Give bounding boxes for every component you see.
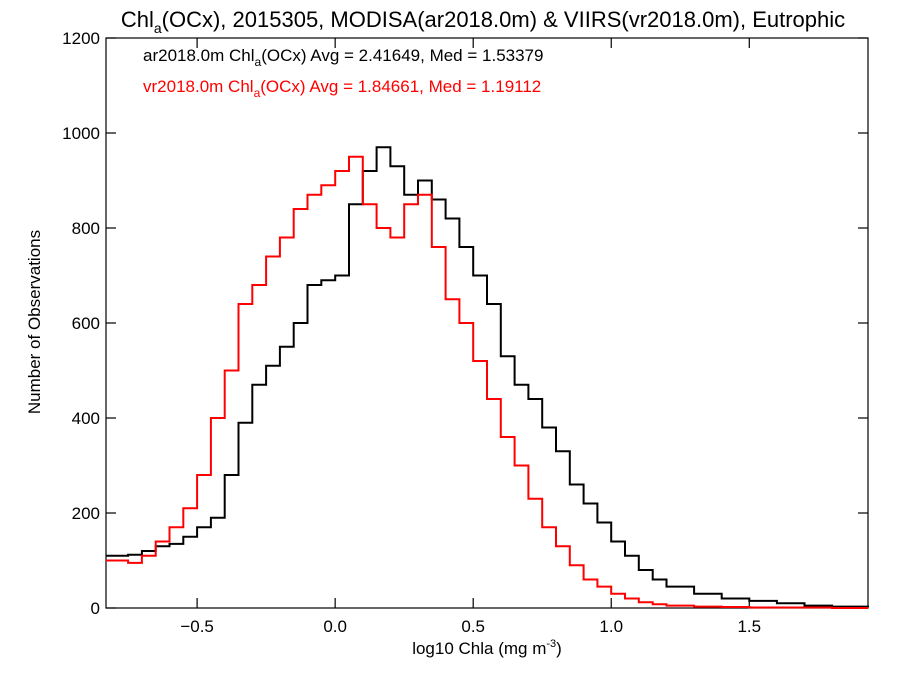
legend-entry-viirs-post: (OCx) Avg = 1.84661, Med = 1.19112 (260, 77, 541, 96)
legend-entry-modisa-post: (OCx) Avg = 2.41649, Med = 1.53379 (261, 46, 543, 65)
x-axis-label-text: log10 Chla (mg m (412, 639, 546, 658)
legend-entry-modisa: ar2018.0m Chla(OCx) Avg = 2.41649, Med =… (143, 46, 543, 69)
y-axis-label: Number of Observations (25, 230, 44, 414)
legend-entry-viirs-pre: vr2018.0m Chl (143, 77, 254, 96)
legend-entry-modisa-sub: a (255, 55, 262, 69)
x-axis-label: log10 Chla (mg m-3) (412, 638, 562, 658)
legend: ar2018.0m Chla(OCx) Avg = 2.41649, Med =… (143, 46, 543, 100)
y-tick-label: 1000 (62, 124, 100, 143)
y-axis-ticks: 0 200 400 600 800 1000 1200 (62, 29, 868, 618)
series-layer (106, 146, 869, 609)
legend-entry-modisa-pre: ar2018.0m Chl (143, 46, 255, 65)
series-line-viirs (106, 155, 868, 609)
y-tick-label: 0 (91, 599, 100, 618)
x-tick-label: −0.5 (180, 617, 214, 636)
chart-title-subscript: a (154, 20, 162, 36)
legend-entry-viirs: vr2018.0m Chla(OCx) Avg = 1.84661, Med =… (143, 77, 541, 100)
x-axis-ticks: −0.5 0.0 0.5 1.0 1.5 (180, 38, 761, 636)
x-tick-label: 0.5 (461, 617, 485, 636)
legend-entry-viirs-sub: a (254, 86, 261, 100)
x-axis-label-close: ) (556, 639, 562, 658)
plot-frame (105, 37, 869, 609)
x-tick-label: 1.0 (599, 617, 623, 636)
x-tick-label: 0.0 (323, 617, 347, 636)
y-tick-label: 600 (72, 314, 100, 333)
series-line-modisa (106, 146, 869, 608)
chart-title: Chla(OCx), 2015305, MODISA(ar2018.0m) & … (121, 7, 845, 36)
y-tick-label: 1200 (62, 29, 100, 48)
chart-title-prefix: Chl (121, 7, 154, 32)
y-tick-label: 800 (72, 219, 100, 238)
chart-title-suffix: (OCx), 2015305, MODISA(ar2018.0m) & VIIR… (162, 7, 845, 32)
y-tick-label: 200 (72, 504, 100, 523)
x-tick-label: 1.5 (737, 617, 761, 636)
y-tick-label: 400 (72, 409, 100, 428)
x-axis-label-superscript: -3 (546, 638, 556, 650)
